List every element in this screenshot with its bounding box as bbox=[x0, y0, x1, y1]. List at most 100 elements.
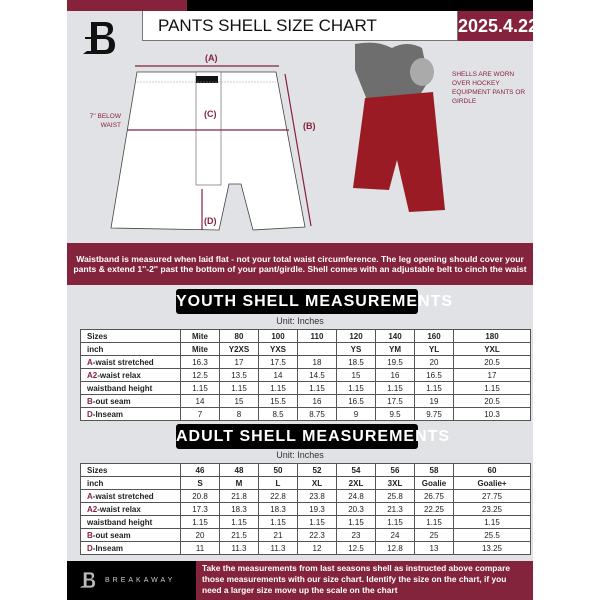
table-cell: 1.15 bbox=[414, 515, 454, 529]
top-bar-accent bbox=[67, 0, 187, 11]
label-d: (D) bbox=[204, 216, 217, 226]
worn-note: SHELLS ARE WORN OVER HOCKEY EQUIPMENT PA… bbox=[452, 71, 526, 105]
table-cell: 11.3 bbox=[258, 541, 298, 555]
table-cell: 25 bbox=[414, 528, 454, 542]
label-b: (B) bbox=[303, 121, 316, 131]
table-cell: 58 bbox=[414, 463, 454, 477]
table-cell: 12 bbox=[297, 541, 337, 555]
table-cell: 1.15 bbox=[375, 515, 415, 529]
table-cell: 19.5 bbox=[375, 355, 415, 369]
table-cell: 16.5 bbox=[336, 394, 376, 408]
table-cell: 8.5 bbox=[258, 407, 298, 421]
table-cell: 17 bbox=[219, 355, 259, 369]
table-cell: 20.8 bbox=[180, 489, 220, 503]
table-cell: 180 bbox=[453, 329, 531, 343]
page-title: PANTS SHELL SIZE CHART bbox=[142, 11, 458, 41]
table-cell: 100 bbox=[258, 329, 298, 343]
table-cell: 12.5 bbox=[180, 368, 220, 382]
table-cell: 11 bbox=[180, 541, 220, 555]
table-cell: 18 bbox=[297, 355, 337, 369]
table-cell: 60 bbox=[453, 463, 531, 477]
adult-section-title: ADULT SHELL MEASUREMENTS bbox=[176, 424, 449, 449]
top-bar bbox=[187, 0, 533, 11]
measurement-note-text: Waistband is measured when laid flat - n… bbox=[73, 254, 527, 274]
row-prefix: A bbox=[87, 491, 93, 501]
table-cell: 56 bbox=[375, 463, 415, 477]
table-cell: 80 bbox=[219, 329, 259, 343]
table-cell: 12.5 bbox=[336, 541, 376, 555]
table-cell: 110 bbox=[297, 329, 337, 343]
table-cell: 8 bbox=[219, 407, 259, 421]
table-cell: 16 bbox=[297, 394, 337, 408]
table-cell: 18.3 bbox=[219, 502, 259, 516]
shell-photo bbox=[353, 42, 445, 212]
row-label: A2-waist relax bbox=[80, 368, 181, 382]
footer-instructions: Take the measurements from last seasons … bbox=[196, 561, 533, 600]
table-cell: 13.5 bbox=[219, 368, 259, 382]
table-cell: 16.3 bbox=[180, 355, 220, 369]
table-cell: 3XL bbox=[375, 476, 415, 490]
table-cell: 1.15 bbox=[414, 381, 454, 395]
table-cell: 1.15 bbox=[297, 381, 337, 395]
table-cell: 22.3 bbox=[297, 528, 337, 542]
table-cell: 160 bbox=[414, 329, 454, 343]
table-cell: YXS bbox=[258, 342, 298, 356]
table-cell: Y2XS bbox=[219, 342, 259, 356]
table-cell: 21.3 bbox=[375, 502, 415, 516]
table-cell: 2XL bbox=[336, 476, 376, 490]
row-prefix: A2 bbox=[87, 370, 98, 380]
measurement-note-band: Waistband is measured when laid flat - n… bbox=[67, 243, 533, 285]
table-row: D-Inseam 7 8 8.5 8.75 9 9.5 9.75 10.3 bbox=[80, 407, 531, 421]
waist-note: 7'' BELOW WAIST bbox=[89, 113, 121, 129]
row-label-text: -Inseam bbox=[92, 409, 124, 419]
table-row: B-out seam 14 15 15.5 16 16.5 17.5 19 20.5 bbox=[80, 394, 531, 408]
table-cell: 1.15 bbox=[258, 381, 298, 395]
table-cell: 11.3 bbox=[219, 541, 259, 555]
table-cell: 9.75 bbox=[414, 407, 454, 421]
table-cell: YXL bbox=[453, 342, 531, 356]
table-cell: 52 bbox=[297, 463, 337, 477]
table-cell: 15 bbox=[336, 368, 376, 382]
table-cell: 15.5 bbox=[258, 394, 298, 408]
row-label-text: -waist relax bbox=[97, 370, 141, 380]
table-cell: 17.5 bbox=[375, 394, 415, 408]
row-label: waistband height bbox=[80, 381, 181, 395]
table-cell: 20 bbox=[180, 528, 220, 542]
table-row: D-Inseam 11 11.3 11.3 12 12.5 12.8 13 13.25 bbox=[80, 541, 531, 555]
row-label-text: Sizes bbox=[87, 331, 108, 341]
table-cell: 1.15 bbox=[453, 381, 531, 395]
table-cell: Mite bbox=[180, 342, 220, 356]
table-row: waistband height 1.15 1.15 1.15 1.15 1.15 1.15… bbox=[80, 515, 531, 529]
row-label-text: -waist stretched bbox=[92, 357, 154, 367]
table-cell: 24 bbox=[375, 528, 415, 542]
table-cell: 19.3 bbox=[297, 502, 337, 516]
table-row: B-out seam 20 21.5 21 22.3 23 24 25 25.5 bbox=[80, 528, 531, 542]
table-cell: 21 bbox=[258, 528, 298, 542]
row-label-text: inch bbox=[87, 478, 104, 488]
table-cell: 14 bbox=[258, 368, 298, 382]
table-cell: 54 bbox=[336, 463, 376, 477]
table-cell: Goalie bbox=[414, 476, 454, 490]
table-cell: 23 bbox=[336, 528, 376, 542]
row-prefix: D bbox=[87, 543, 93, 553]
label-c: (C) bbox=[204, 109, 217, 119]
table-row: A-waist stretched 16.3 17 17.5 18 18.5 19.5 20 2… bbox=[80, 355, 531, 369]
table-cell: 10.3 bbox=[453, 407, 531, 421]
table-cell: 13.25 bbox=[453, 541, 531, 555]
table-cell: 8.75 bbox=[297, 407, 337, 421]
pants-diagram bbox=[110, 65, 312, 231]
row-label: D-Inseam bbox=[80, 541, 181, 555]
youth-unit: Unit: Inches bbox=[276, 316, 324, 326]
table-cell: 140 bbox=[375, 329, 415, 343]
table-cell: 20.5 bbox=[453, 394, 531, 408]
row-label-text: -out seam bbox=[92, 530, 131, 540]
table-cell: 20.3 bbox=[336, 502, 376, 516]
row-label-text: -out seam bbox=[92, 396, 131, 406]
table-cell: 18.5 bbox=[336, 355, 376, 369]
row-label-text: -waist stretched bbox=[92, 491, 154, 501]
row-label-text: waistband height bbox=[87, 383, 153, 393]
table-cell: 23.25 bbox=[453, 502, 531, 516]
table-cell: 1.15 bbox=[180, 381, 220, 395]
row-prefix: B bbox=[87, 530, 93, 540]
table-cell: 19 bbox=[414, 394, 454, 408]
